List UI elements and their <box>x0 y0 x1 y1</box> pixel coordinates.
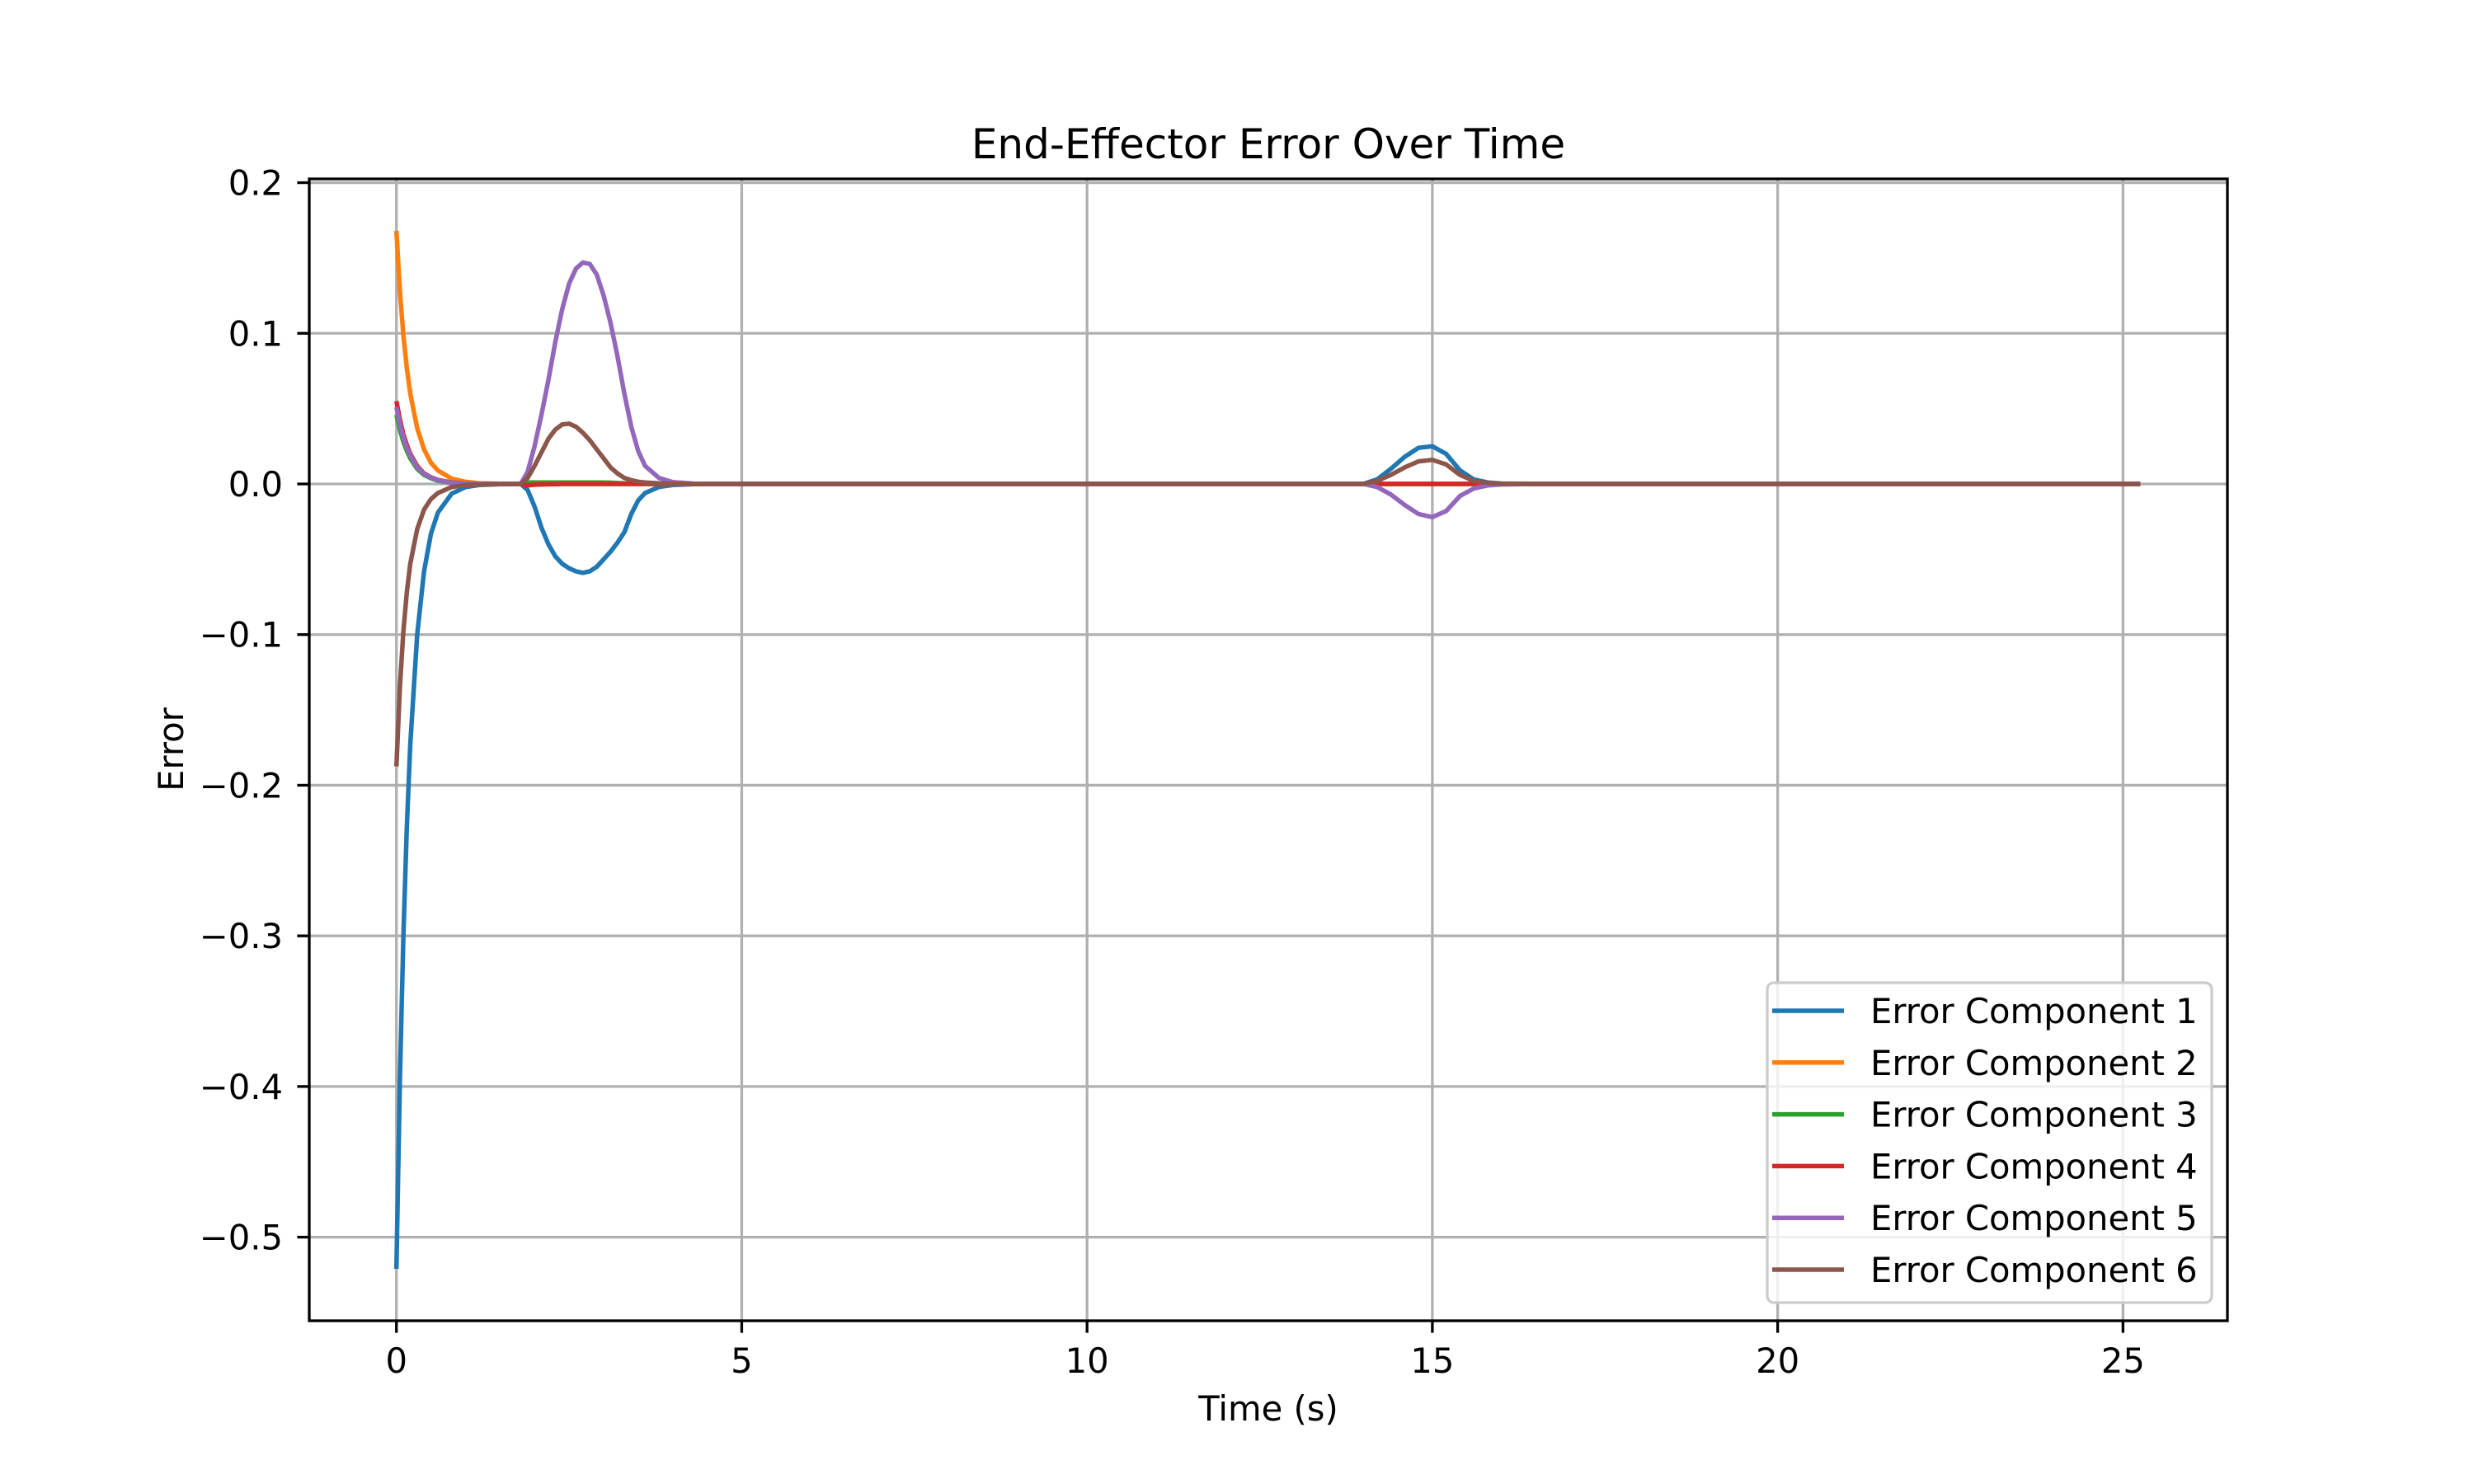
y-axis-label: Error <box>151 707 191 791</box>
series-line-5 <box>394 260 2141 519</box>
legend-item: Error Component 6 <box>1772 1250 2198 1290</box>
y-tick-label: −0.4 <box>200 1067 283 1107</box>
x-tick-label: 20 <box>1756 1341 1799 1381</box>
legend-box <box>1766 981 2213 1304</box>
x-axis-label: Time (s) <box>1197 1388 1338 1429</box>
y-tick-label: −0.5 <box>200 1218 283 1258</box>
axes-spines <box>308 177 2229 1322</box>
y-tick-label: −0.2 <box>200 765 283 805</box>
legend-item: Error Component 3 <box>1772 1095 2198 1135</box>
x-tick-label: 15 <box>1410 1341 1454 1381</box>
legend-item: Error Component 4 <box>1772 1146 2198 1186</box>
y-tick-label: −0.3 <box>200 916 283 956</box>
legend-item: Error Component 5 <box>1772 1198 2198 1238</box>
y-tick-label: 0.1 <box>228 313 283 354</box>
legend: Error Component 1 Error Component 2 Error … <box>1766 981 2213 1304</box>
x-axis-ticks: 0 5 10 15 20 25 <box>385 1321 2145 1381</box>
chart-title: End-Effector Error Over Time <box>971 120 1565 168</box>
legend-label: Error Component 5 <box>1870 1198 2198 1238</box>
y-tick-label: −0.1 <box>200 615 283 655</box>
y-tick-label: 0.2 <box>228 163 283 204</box>
axes-frame <box>308 177 2229 1322</box>
legend-label: Error Component 6 <box>1870 1250 2198 1290</box>
plot-area <box>393 230 2141 1270</box>
x-tick-label: 10 <box>1065 1341 1109 1381</box>
y-tick-label: 0.0 <box>228 464 283 505</box>
legend-label: Error Component 1 <box>1870 991 2198 1031</box>
legend-label: Error Component 2 <box>1870 1043 2198 1083</box>
x-tick-label: 0 <box>385 1341 407 1381</box>
y-axis-ticks: 0.2 0.1 0.0 −0.1 −0.2 −0.3 −0.4 −0.5 <box>200 163 309 1258</box>
legend-label: Error Component 4 <box>1870 1146 2198 1186</box>
series-line-1 <box>393 444 2141 1270</box>
legend-label: Error Component 3 <box>1870 1095 2198 1135</box>
series-line-6 <box>393 421 2141 767</box>
legend-item: Error Component 1 <box>1772 991 2198 1031</box>
x-tick-label: 5 <box>731 1341 753 1381</box>
legend-item: Error Component 2 <box>1772 1043 2198 1083</box>
x-tick-label: 25 <box>2101 1341 2145 1381</box>
